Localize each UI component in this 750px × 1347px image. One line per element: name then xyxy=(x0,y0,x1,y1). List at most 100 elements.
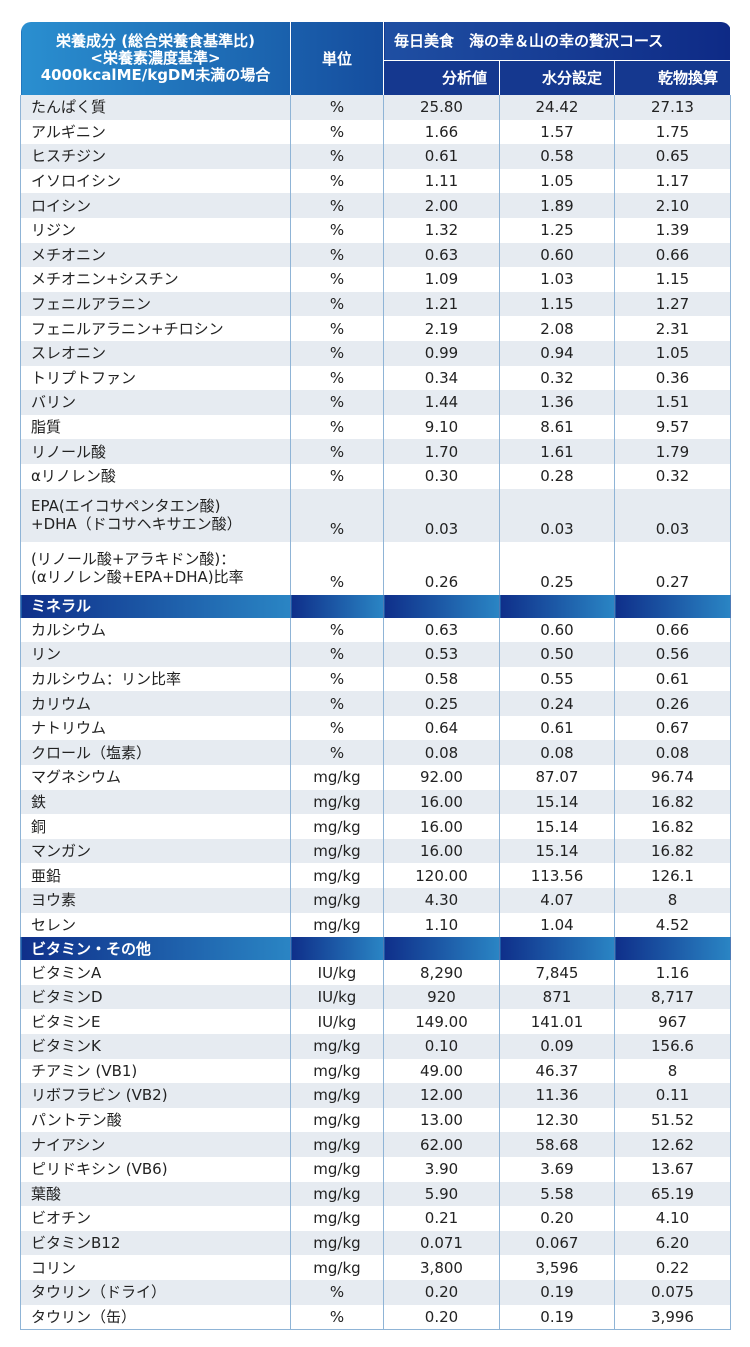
unit: % xyxy=(290,1304,384,1331)
nutrient-name: スレオニン xyxy=(20,340,291,366)
analysis-value: 149.00 xyxy=(383,1009,500,1034)
moisture-value: 0.50 xyxy=(499,642,615,667)
header-line: 4000kcalME/kgDM未満の場合 xyxy=(40,66,271,84)
unit-column-header: 単位 xyxy=(290,22,384,95)
table-row: スレオニン% 0.99 0.94 1.05 xyxy=(20,340,731,366)
moisture-value: 4.07 xyxy=(499,888,615,913)
analysis-value: 0.20 xyxy=(383,1279,500,1305)
analysis-value: 1.09 xyxy=(383,267,500,292)
unit: % xyxy=(290,193,384,218)
analysis-value: 0.26 xyxy=(383,541,500,595)
unit: mg/kg xyxy=(290,1132,384,1157)
table-row: 鉄 mg/kg 16.00 15.14 16.82 xyxy=(20,789,731,815)
dry-matter-value: 16.82 xyxy=(614,814,731,839)
dry-matter-value: 0.26 xyxy=(614,691,731,716)
unit: % xyxy=(290,617,384,643)
section-header: ビタミン・その他 xyxy=(20,937,731,961)
table-row: カリウム% 0.25 0.24 0.26 xyxy=(20,691,731,716)
moisture-value: 3,596 xyxy=(499,1255,615,1280)
dry-matter-value: 0.67 xyxy=(614,715,731,741)
dry-matter-value: 0.32 xyxy=(614,463,731,489)
moisture-value: 5.58 xyxy=(499,1181,615,1207)
nutrient-name: パントテン酸 xyxy=(20,1107,291,1133)
nutrient-name: EPA(エイコサペンタエン酸) +DHA（ドコサヘキサエン酸） xyxy=(20,488,291,542)
header-line: 栄養成分 (総合栄養食基準比) xyxy=(56,32,255,50)
nutrient-name: フェニルアラニン xyxy=(20,291,291,317)
dry-matter-value: 8 xyxy=(614,1058,731,1084)
table-row: 亜鉛 mg/kg 120.00 113.56 126.1 xyxy=(20,863,731,889)
unit: % xyxy=(290,144,384,169)
table-row: ビタミンA IU/kg 8,290 7,845 1.16 xyxy=(20,960,731,985)
table-row: 銅 mg/kg 16.00 15.14 16.82 xyxy=(20,814,731,839)
moisture-value: 15.14 xyxy=(499,789,615,815)
dry-matter-value: 0.08 xyxy=(614,740,731,766)
nutrient-name: ナトリウム xyxy=(20,715,291,741)
table-row: フェニルアラニン+チロシン% 2.19 2.08 2.31 xyxy=(20,316,731,341)
unit: mg/kg xyxy=(290,1156,384,1182)
moisture-value: 1.05 xyxy=(499,168,615,194)
dry-matter-value: 8,717 xyxy=(614,984,731,1010)
dry-matter-value: 1.51 xyxy=(614,390,731,415)
dry-matter-value: 16.82 xyxy=(614,838,731,864)
nutrient-name: マグネシウム xyxy=(20,765,291,790)
unit: mg/kg xyxy=(290,1107,384,1133)
nutrient-name: たんぱく質 xyxy=(20,95,291,120)
dry-matter-value: 1.16 xyxy=(614,960,731,985)
analysis-value: 16.00 xyxy=(383,814,500,839)
unit: IU/kg xyxy=(290,984,384,1010)
dry-matter-value: 126.1 xyxy=(614,863,731,889)
moisture-value: 0.24 xyxy=(499,691,615,716)
section-header-cell xyxy=(290,594,384,618)
dry-matter-value: 8 xyxy=(614,888,731,913)
unit: mg/kg xyxy=(290,912,384,938)
analysis-value: 920 xyxy=(383,984,500,1010)
unit: mg/kg xyxy=(290,888,384,913)
analysis-value: 0.61 xyxy=(383,144,500,169)
unit: mg/kg xyxy=(290,1206,384,1231)
nutrient-name: 亜鉛 xyxy=(20,863,291,889)
unit: mg/kg xyxy=(290,1230,384,1256)
nutrient-name: (リノール酸+アラキドン酸)： (αリノレン酸+EPA+DHA)比率 xyxy=(20,541,291,595)
table-row: ナイアシン mg/kg 62.00 58.68 12.62 xyxy=(20,1132,731,1157)
nutrient-name: ビタミンD xyxy=(20,984,291,1010)
dry-matter-value: 2.10 xyxy=(614,193,731,218)
moisture-value: 1.89 xyxy=(499,193,615,218)
nutrient-name: ビタミンB12 xyxy=(20,1230,291,1256)
product-name-header: 毎日美食 海の幸＆山の幸の贅沢コース xyxy=(383,22,731,61)
nutrient-name: αリノレン酸 xyxy=(20,463,291,489)
dry-matter-value: 0.03 xyxy=(614,488,731,542)
analysis-value: 0.64 xyxy=(383,715,500,741)
nutrient-name: クロール（塩素） xyxy=(20,740,291,766)
table-row: ナトリウム% 0.64 0.61 0.67 xyxy=(20,715,731,741)
nutrient-name: 脂質 xyxy=(20,414,291,440)
dry-matter-value: 9.57 xyxy=(614,414,731,440)
analysis-value: 9.10 xyxy=(383,414,500,440)
dry-matter-value: 0.66 xyxy=(614,617,731,643)
moisture-value: 15.14 xyxy=(499,838,615,864)
dry-matter-value: 0.66 xyxy=(614,242,731,268)
dry-matter-value: 0.11 xyxy=(614,1083,731,1108)
moisture-value: 0.60 xyxy=(499,617,615,643)
moisture-value: 0.03 xyxy=(499,488,615,542)
moisture-value: 1.03 xyxy=(499,267,615,292)
table-row: リジン% 1.32 1.25 1.39 xyxy=(20,217,731,243)
dry-matter-value: 1.27 xyxy=(614,291,731,317)
table-row: チアミン (VB1) mg/kg 49.00 46.37 8 xyxy=(20,1058,731,1084)
dry-matter-value: 16.82 xyxy=(614,789,731,815)
dry-matter-value: 1.05 xyxy=(614,340,731,366)
nutrient-column-header: 栄養成分 (総合栄養食基準比) <栄養素濃度基準> 4000kcalME/kgD… xyxy=(20,22,291,95)
unit: mg/kg xyxy=(290,765,384,790)
section-header: ミネラル xyxy=(20,594,731,618)
nutrient-name: コリン xyxy=(20,1255,291,1280)
unit: % xyxy=(290,340,384,366)
unit: % xyxy=(290,1279,384,1305)
unit: % xyxy=(290,488,384,542)
unit: % xyxy=(290,242,384,268)
table-row: バリン% 1.44 1.36 1.51 xyxy=(20,390,731,415)
moisture-value: 0.94 xyxy=(499,340,615,366)
unit: mg/kg xyxy=(290,1058,384,1084)
dry-matter-value: 65.19 xyxy=(614,1181,731,1207)
nutrient-name: ビタミンK xyxy=(20,1034,291,1059)
unit: % xyxy=(290,691,384,716)
analysis-value: 1.10 xyxy=(383,912,500,938)
